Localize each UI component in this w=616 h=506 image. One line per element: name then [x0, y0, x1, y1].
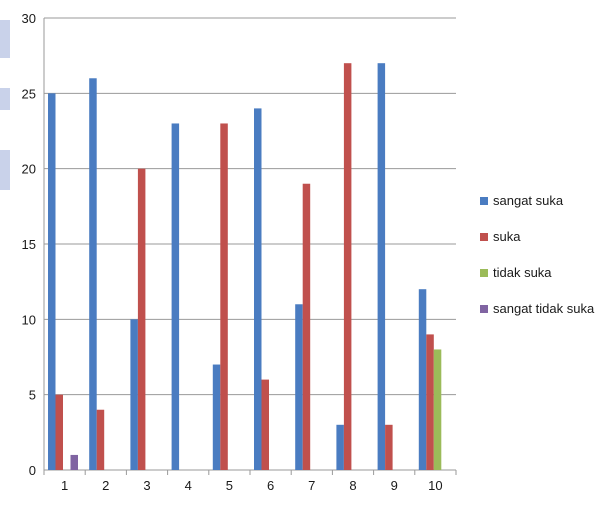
bar [418, 289, 427, 470]
x-tick-label: 10 [428, 478, 442, 493]
left-edge-strip [0, 20, 10, 58]
y-tick-label: 0 [29, 463, 36, 478]
x-tick-label: 6 [267, 478, 274, 493]
bar [212, 364, 221, 470]
bar [426, 334, 434, 470]
x-tick-label: 2 [102, 478, 109, 493]
bar [336, 424, 344, 470]
bar [385, 424, 393, 470]
bar [55, 394, 63, 470]
x-tick-label: 1 [61, 478, 68, 493]
x-tick-label: 5 [226, 478, 233, 493]
bar [137, 168, 146, 470]
left-edge-strip [0, 150, 10, 190]
x-tick-label: 4 [185, 478, 192, 493]
bar [96, 409, 105, 470]
bar [295, 304, 303, 470]
x-tick-label: 7 [308, 478, 315, 493]
legend-swatch [480, 268, 488, 277]
y-tick-label: 30 [22, 11, 36, 26]
legend-item: tidak suka [480, 264, 616, 281]
left-edge-strip [0, 88, 10, 110]
legend-label: suka [493, 229, 521, 244]
legend-item: sangat suka [480, 192, 616, 209]
bar [70, 454, 78, 470]
bar [254, 108, 262, 471]
x-tick-label: 9 [391, 478, 398, 493]
legend-label: tidak suka [493, 265, 552, 280]
y-tick-label: 10 [22, 312, 36, 327]
y-tick-label: 15 [22, 237, 36, 252]
legend-item: sangat tidak suka [480, 300, 616, 317]
y-tick-label: 20 [22, 162, 36, 177]
bar [343, 63, 352, 470]
x-tick-label: 8 [349, 478, 356, 493]
bar [220, 123, 228, 470]
x-tick-label: 3 [143, 478, 150, 493]
bar [302, 183, 311, 470]
legend-label: sangat suka [493, 193, 564, 208]
bar [261, 379, 269, 470]
y-tick-label: 5 [29, 388, 36, 403]
bar [171, 123, 180, 470]
bar [433, 349, 442, 470]
legend-swatch [480, 304, 488, 313]
bar [377, 63, 386, 470]
legend: sangat suka suka tidak suka sangat tidak… [480, 192, 616, 336]
bar [48, 93, 56, 470]
legend-label: sangat tidak suka [493, 301, 595, 316]
bar [89, 78, 97, 471]
bar [130, 319, 138, 470]
legend-swatch [480, 232, 488, 241]
legend-item: suka [480, 228, 616, 245]
y-tick-label: 25 [22, 86, 36, 101]
legend-swatch [480, 196, 488, 205]
